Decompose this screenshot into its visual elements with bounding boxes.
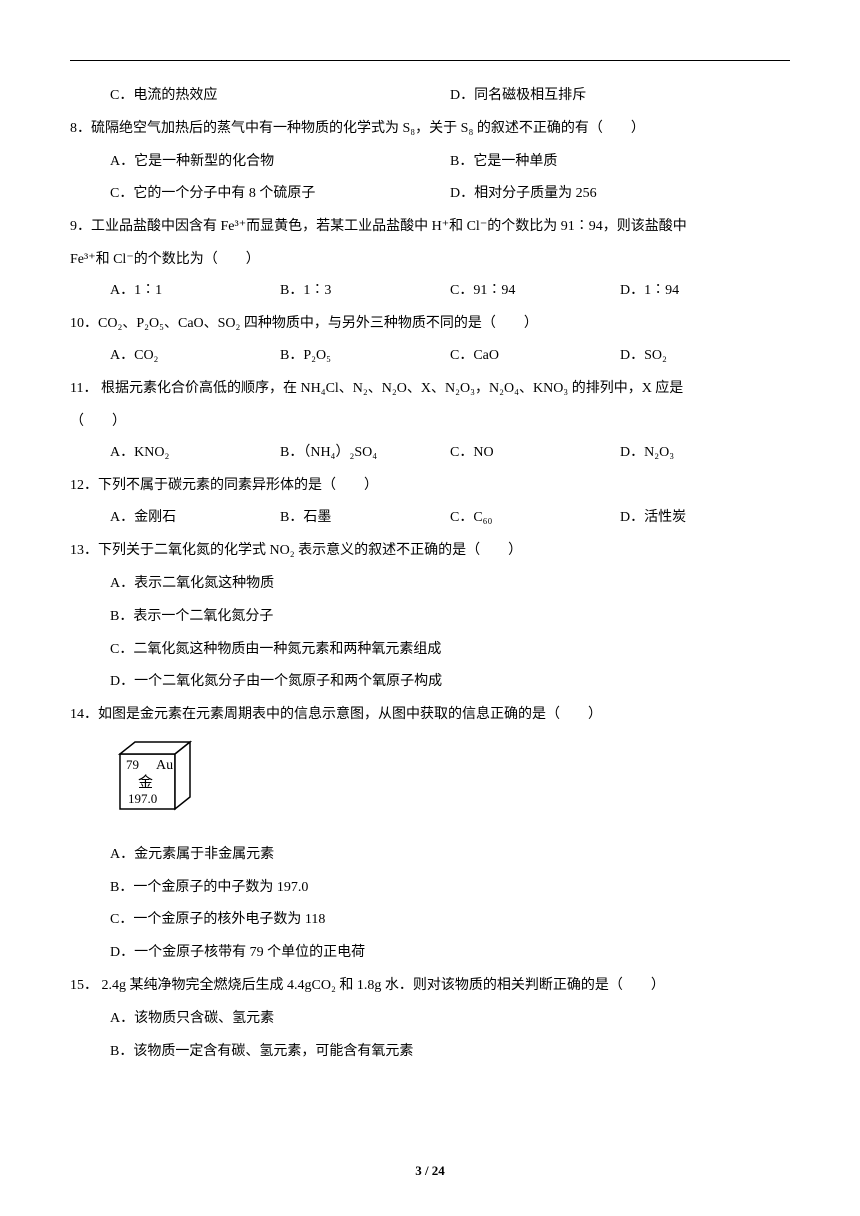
q10-stem: 10．CO₂、P₂O₅、CaO、SO₂ 四种物质中，与另外三种物质不同的是（ ） — [70, 309, 790, 340]
q14-stem: 14．如图是金元素在元素周期表中的信息示意图，从图中获取的信息正确的是（ ） — [70, 700, 790, 731]
question-7-continued: C．电流的热效应 D．同名磁极相互排斥 — [70, 81, 790, 112]
option-14d: D．一个金原子核带有 79 个单位的正电荷 — [70, 938, 790, 969]
option-8c: C．它的一个分子中有 8 个硫原子 — [110, 179, 450, 210]
option-11b: B．（NH₄）₂SO₄ — [280, 438, 450, 469]
option-14c: C．一个金原子的核外电子数为 118 — [70, 905, 790, 936]
option-10a: A．CO₂ — [110, 341, 280, 372]
option-13d: D．一个二氧化氮分子由一个氮原子和两个氧原子构成 — [70, 667, 790, 698]
q12-stem: 12．下列不属于碳元素的同素异形体的是（ ） — [70, 471, 790, 502]
question-10: 10．CO₂、P₂O₅、CaO、SO₂ 四种物质中，与另外三种物质不同的是（ ）… — [70, 309, 790, 373]
option-11a: A．KNO₂ — [110, 438, 280, 469]
option-9a: A．1∶1 — [110, 276, 280, 307]
option-7c: C．电流的热效应 — [110, 81, 450, 112]
question-15: 15． 2.4g 某纯净物完全燃烧后生成 4.4gCO₂ 和 1.8g 水．则对… — [70, 971, 790, 1067]
question-9: 9．工业品盐酸中因含有 Fe³⁺而显黄色，若某工业品盐酸中 H⁺和 Cl⁻的个数… — [70, 212, 790, 306]
question-13: 13．下列关于二氧化氮的化学式 NO₂ 表示意义的叙述不正确的是（ ） A．表示… — [70, 536, 790, 698]
q13-stem: 13．下列关于二氧化氮的化学式 NO₂ 表示意义的叙述不正确的是（ ） — [70, 536, 790, 567]
option-9c: C．91∶94 — [450, 276, 620, 307]
question-11: 11． 根据元素化合价高低的顺序，在 NH₄Cl、N₂、N₂O、X、N₂O₃，N… — [70, 374, 790, 468]
option-9d: D．1∶94 — [620, 276, 790, 307]
option-8b: B．它是一种单质 — [450, 147, 790, 178]
option-11c: C．NO — [450, 438, 620, 469]
option-12b: B．石墨 — [280, 503, 450, 534]
box-num: 79 — [126, 757, 139, 772]
option-10c: C．CaO — [450, 341, 620, 372]
q15-stem: 15． 2.4g 某纯净物完全燃烧后生成 4.4gCO₂ 和 1.8g 水．则对… — [70, 971, 790, 1002]
option-13c: C．二氧化氮这种物质由一种氮元素和两种氧元素组成 — [70, 635, 790, 666]
q9-stem2: Fe³⁺和 Cl⁻的个数比为（ ） — [70, 245, 790, 276]
option-13a: A．表示二氧化氮这种物质 — [70, 569, 790, 600]
box-mass: 197.0 — [128, 791, 157, 806]
question-8: 8．硫隔绝空气加热后的蒸气中有一种物质的化学式为 S₈，关于 S₈ 的叙述不正确… — [70, 114, 790, 210]
option-12c: C．C₆₀ — [450, 503, 620, 534]
question-12: 12．下列不属于碳元素的同素异形体的是（ ） A．金刚石 B．石墨 C．C₆₀ … — [70, 471, 790, 535]
q11-stem2: （ ） — [70, 407, 790, 438]
option-8a: A．它是一种新型的化合物 — [110, 147, 450, 178]
option-7d: D．同名磁极相互排斥 — [450, 81, 790, 112]
q8-stem: 8．硫隔绝空气加热后的蒸气中有一种物质的化学式为 S₈，关于 S₈ 的叙述不正确… — [70, 114, 790, 145]
option-14b: B．一个金原子的中子数为 197.0 — [70, 873, 790, 904]
option-10d: D．SO₂ — [620, 341, 790, 372]
page-number: 3 / 24 — [0, 1157, 860, 1186]
element-box-figure: 79 Au 金 197.0 — [110, 739, 790, 832]
option-14a: A．金元素属于非金属元素 — [70, 840, 790, 871]
q11-stem1: 11． 根据元素化合价高低的顺序，在 NH₄Cl、N₂、N₂O、X、N₂O₃，N… — [70, 374, 790, 405]
option-8d: D．相对分子质量为 256 — [450, 179, 790, 210]
option-10b: B．P₂O₅ — [280, 341, 450, 372]
option-13b: B．表示一个二氧化氮分子 — [70, 602, 790, 633]
option-9b: B．1∶3 — [280, 276, 450, 307]
box-sym: Au — [156, 758, 173, 773]
option-12a: A．金刚石 — [110, 503, 280, 534]
option-12d: D．活性炭 — [620, 503, 790, 534]
option-15b: B．该物质一定含有碳、氢元素，可能含有氧元素 — [70, 1037, 790, 1068]
q9-stem1: 9．工业品盐酸中因含有 Fe³⁺而显黄色，若某工业品盐酸中 H⁺和 Cl⁻的个数… — [70, 212, 790, 243]
question-14: 14．如图是金元素在元素周期表中的信息示意图，从图中获取的信息正确的是（ ） 7… — [70, 700, 790, 969]
box-name: 金 — [138, 774, 153, 791]
option-11d: D．N₂O₃ — [620, 438, 790, 469]
option-15a: A．该物质只含碳、氢元素 — [70, 1004, 790, 1035]
header-line — [70, 60, 790, 61]
